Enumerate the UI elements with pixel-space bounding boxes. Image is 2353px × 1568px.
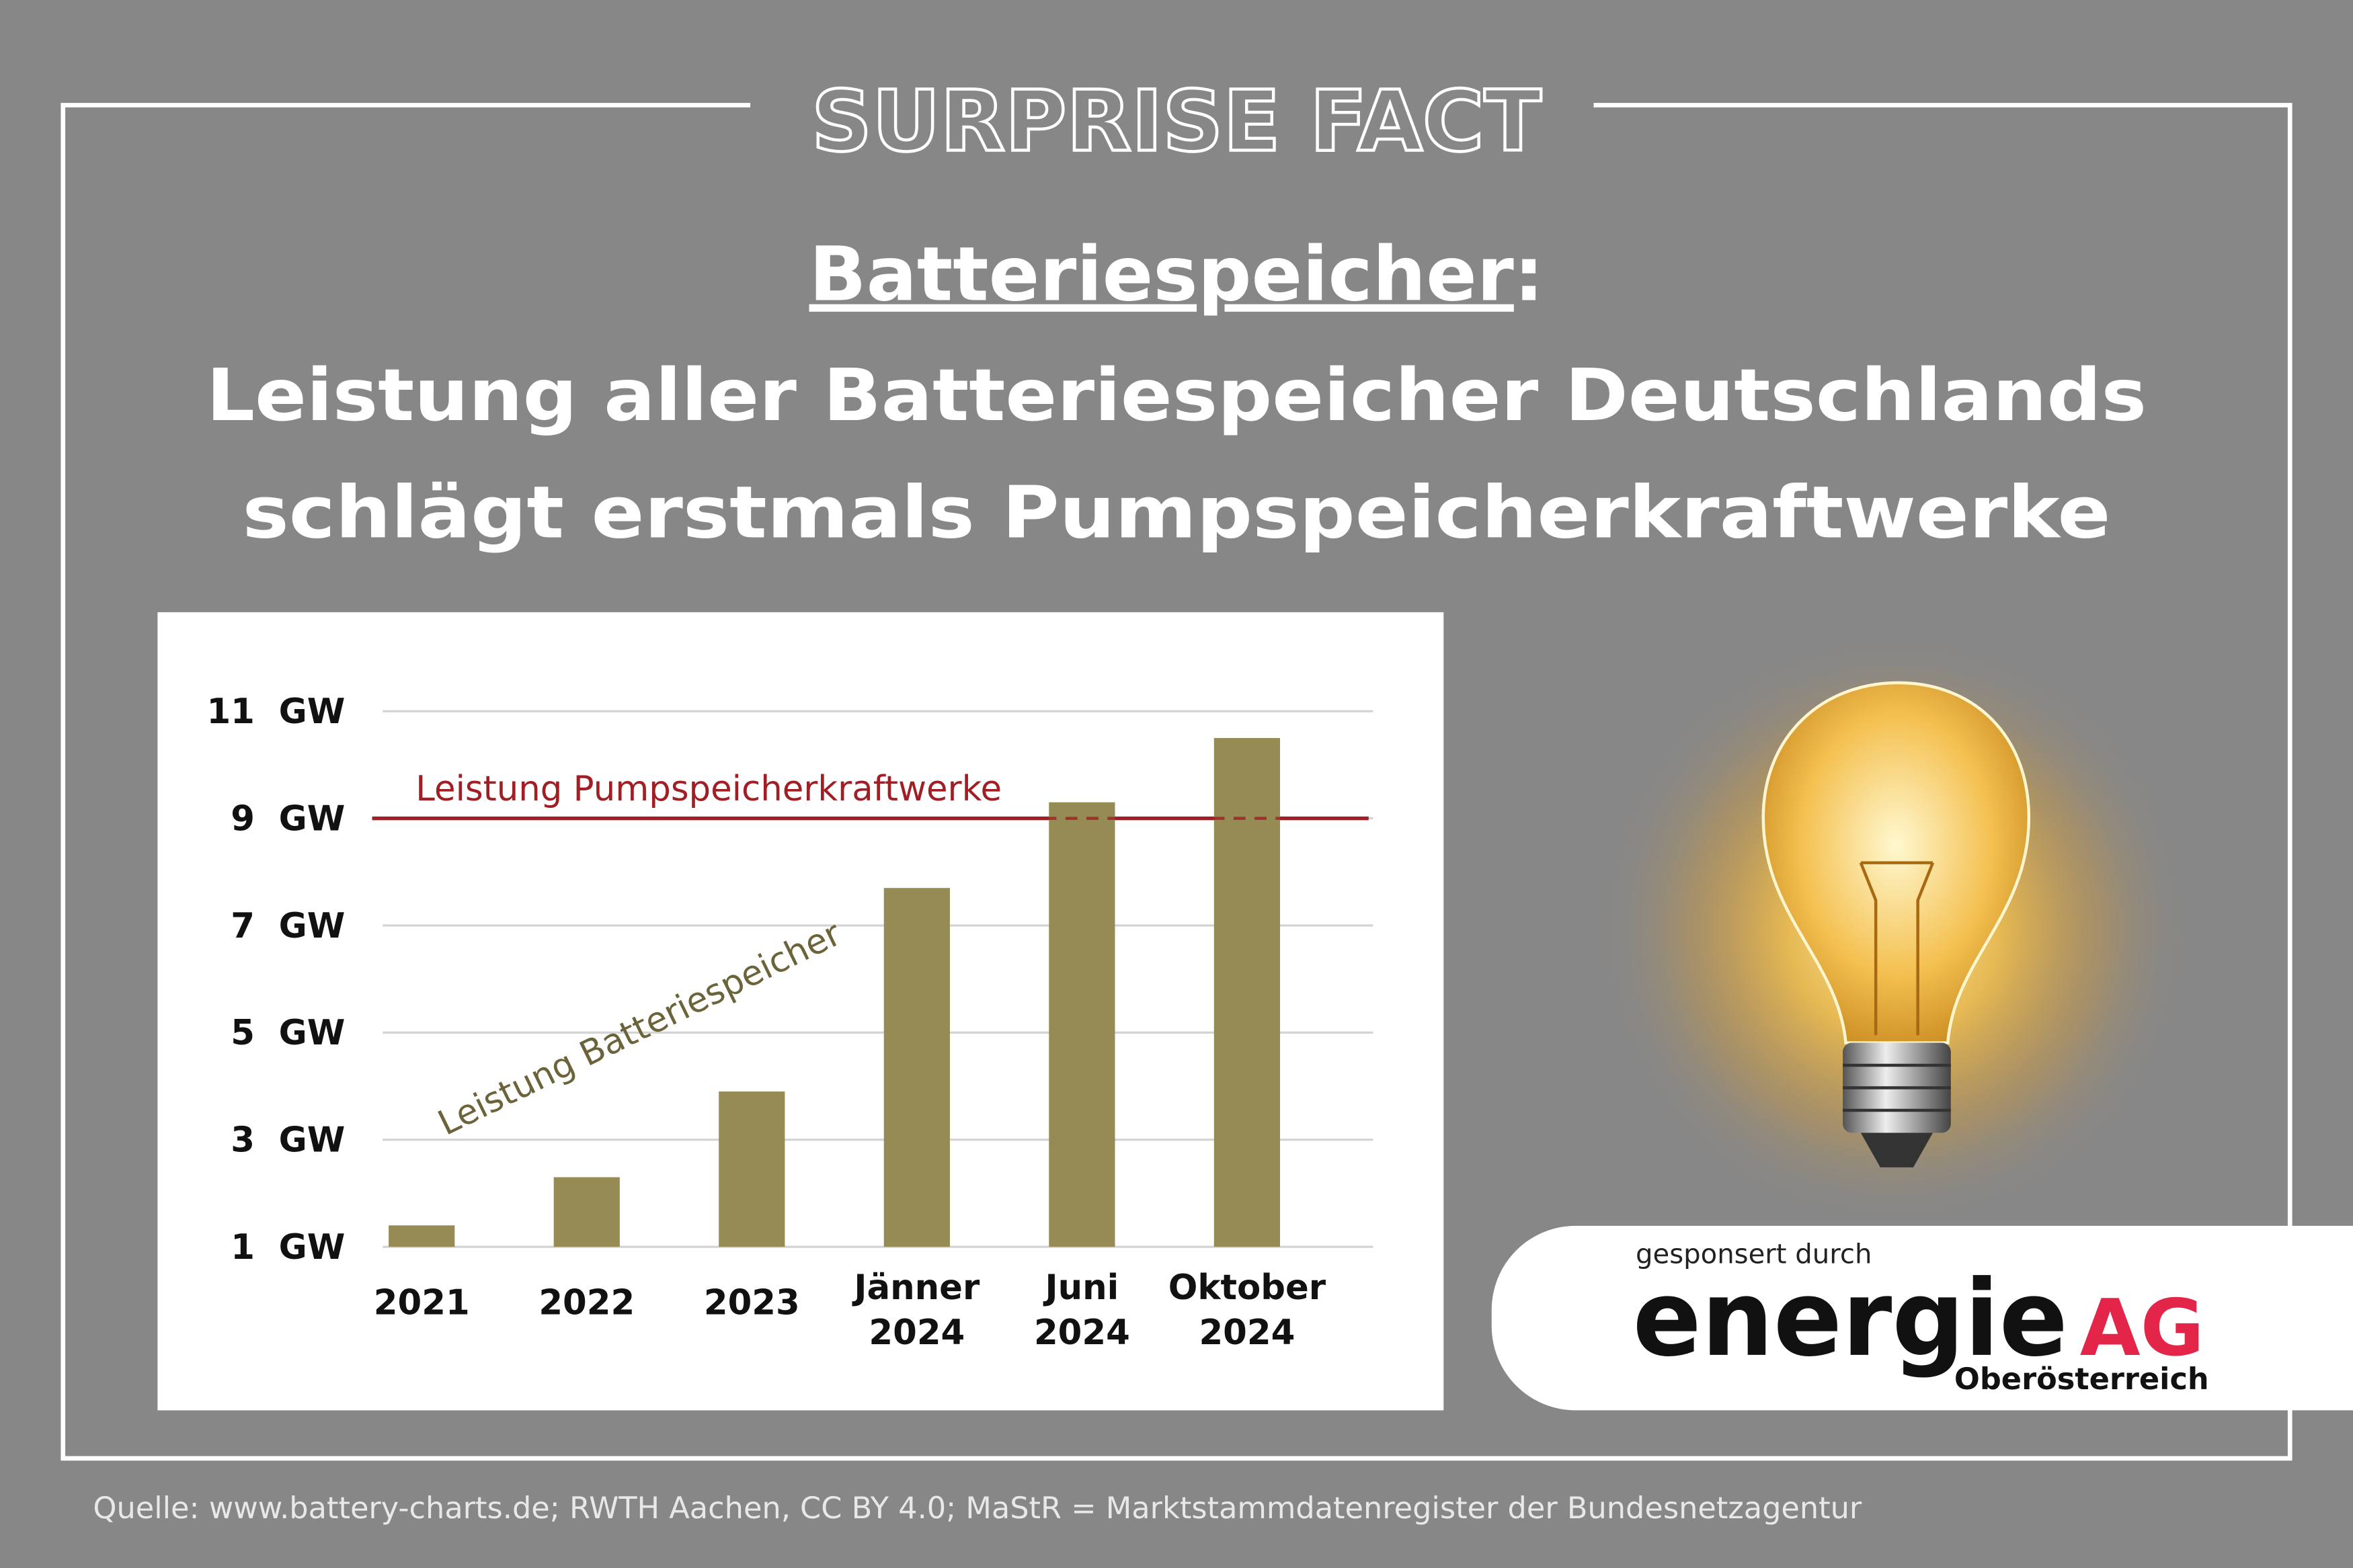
y-tick-label: 5 GW [231, 1013, 345, 1053]
light-bulb [1593, 630, 2194, 1231]
bar [553, 1177, 620, 1247]
headline-suffix: : [1514, 231, 1544, 319]
x-tick-label-line: 2024 [1199, 1313, 1295, 1353]
reference-label: Leistung Pumpspeicherkraftwerke [415, 769, 1002, 809]
bar [1213, 738, 1281, 1247]
subtitle-line: Leistung aller Batteriespeicher Deutschl… [206, 354, 2147, 438]
bar [1049, 802, 1115, 1247]
frame [61, 103, 2292, 1461]
x-tick-label-line: 2024 [869, 1313, 965, 1353]
sponsor-box [1491, 1225, 2353, 1411]
kicker: SURPRISE FACT [811, 73, 1542, 170]
sponsor-region: Oberösterreich [1954, 1362, 2209, 1397]
y-tick-label: 11 GW [206, 692, 345, 732]
bar [883, 888, 950, 1247]
headline-word: Batteriespeicher [809, 231, 1514, 319]
x-tick-label: 2023 [704, 1283, 800, 1323]
x-tick-label-line: Jänner [852, 1268, 980, 1308]
x-tick-label-line: Juni [1043, 1268, 1119, 1308]
bulb-thread [1843, 1063, 1951, 1112]
x-tick-label-line: Oktober [1168, 1268, 1326, 1308]
y-tick-label: 9 GW [231, 798, 345, 839]
y-tick-label: 3 GW [231, 1120, 345, 1161]
x-tick-label: 2021 [374, 1283, 470, 1323]
y-tick-label: 1 GW [231, 1227, 345, 1268]
x-tick-label: Oktober 2024 [1168, 1268, 1326, 1353]
bar [719, 1091, 785, 1247]
subtitle-line: schlägt erstmals Pumpspeicherkraftwerke [242, 471, 2110, 554]
x-tick-label: 2022 [539, 1283, 635, 1323]
headline: Batteriespeicher: [809, 231, 1544, 319]
bulb-tip [1860, 1132, 1933, 1167]
sponsor-brand-suffix: AG [2080, 1283, 2204, 1374]
x-tick-label: Jänner 2024 [852, 1268, 980, 1353]
sponsor-brand: energie [1633, 1257, 2068, 1380]
bar [389, 1225, 455, 1247]
bulb-filament [1859, 861, 1935, 1036]
source: Quelle: www.battery-charts.de; RWTH Aach… [93, 1491, 1862, 1526]
x-tick-label-line: 2024 [1034, 1313, 1130, 1353]
y-tick-label: 7 GW [231, 906, 345, 946]
x-tick-label: Juni 2024 [1034, 1268, 1130, 1353]
sponsor-prefix: gesponsert durch [1636, 1239, 1872, 1270]
